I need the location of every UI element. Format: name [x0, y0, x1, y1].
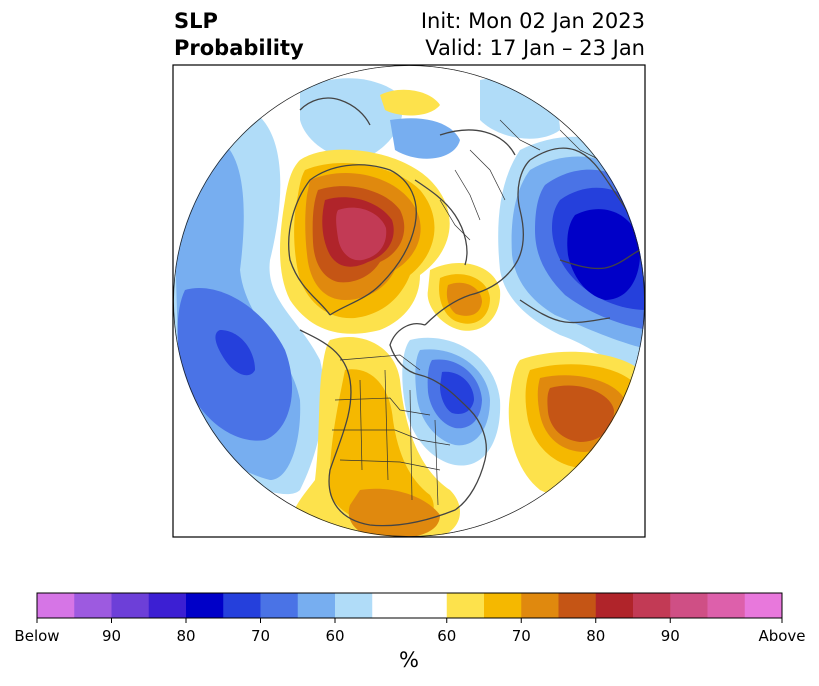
colorbar-tick-label: 70 — [250, 627, 271, 645]
map-frame — [172, 64, 646, 538]
colorbar-swatch — [148, 593, 187, 618]
colorbar-swatch — [595, 593, 634, 618]
pacific-low-region — [173, 105, 324, 495]
colorbar-swatch — [744, 593, 783, 618]
colorbar-tick-label: Above — [758, 627, 806, 645]
colorbar-ticks — [36, 618, 783, 623]
colorbar-unit-label: % — [399, 648, 419, 672]
colorbar-tick-label: 70 — [511, 627, 531, 645]
colorbar-swatch — [558, 593, 597, 618]
country-borders — [332, 119, 601, 506]
colorbar-swatch — [74, 593, 112, 618]
colorbar-swatch — [297, 593, 336, 618]
colorbar-tick-label: Below — [14, 627, 60, 645]
colorbar-swatch — [707, 593, 746, 618]
colorbar-swatch — [111, 593, 150, 618]
colorbar-outline — [36, 592, 783, 619]
colorbar-swatch — [633, 593, 671, 618]
colorbar-tick-label: 80 — [176, 627, 196, 645]
colorbar-swatch — [186, 593, 224, 618]
siberian-low-region — [498, 136, 645, 380]
map-disk — [173, 65, 645, 537]
colorbar-tick-label: 90 — [101, 627, 122, 645]
colorbar-swatch — [446, 593, 485, 618]
chart-title-right: Init: Mon 02 Jan 2023 Valid: 17 Jan – 23… — [421, 8, 645, 62]
title-variable: SLP — [174, 9, 218, 33]
colorbar-tick-label: 60 — [325, 627, 345, 645]
title-type: Probability — [174, 36, 304, 60]
colorbar-swatch — [521, 593, 559, 618]
colorbar-swatch — [484, 593, 522, 618]
title-init: Init: Mon 02 Jan 2023 — [420, 9, 645, 33]
colorbar-swatch — [37, 593, 75, 618]
greenland-high-region — [280, 149, 450, 334]
colorbar-tick-label: 60 — [437, 627, 457, 645]
colorbar-swatch — [260, 593, 299, 618]
title-valid: Valid: 17 Jan – 23 Jan — [425, 36, 645, 60]
colorbar-swatch — [335, 593, 373, 618]
coastlines — [288, 97, 641, 527]
colorbar-tick-label: 80 — [586, 627, 606, 645]
colorbar — [37, 593, 783, 618]
chart-title-left: SLP Probability — [174, 8, 304, 62]
atlantic-high-region — [508, 351, 645, 499]
north-america-low-region — [402, 337, 501, 466]
colorbar-swatch — [670, 593, 708, 618]
colorbar-tick-label: 90 — [660, 627, 680, 645]
colorbar-swatch — [223, 593, 261, 618]
united-states-high-region — [291, 336, 460, 537]
colorbar-swatch — [409, 593, 448, 618]
colorbar-swatch — [372, 593, 410, 618]
